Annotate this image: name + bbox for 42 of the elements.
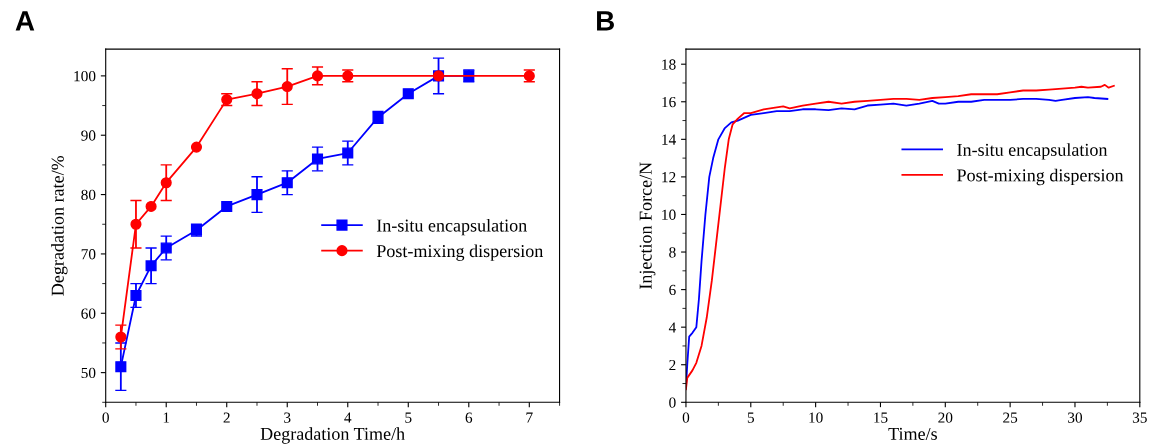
y-tick-label: 12 <box>662 172 676 183</box>
legend-label: Post-mixing dispersion <box>957 168 1124 186</box>
y-tick-label: 80 <box>81 189 96 201</box>
text: B <box>597 11 614 31</box>
x-tick-label: 10 <box>809 412 823 423</box>
x-tick-label: 6 <box>465 412 473 423</box>
y-tick-label: 70 <box>81 249 96 260</box>
y-tick-label: 16 <box>662 96 676 108</box>
x-tick-label: 4 <box>344 412 352 423</box>
y-tick-label: 4 <box>668 322 676 333</box>
text: A <box>15 11 35 31</box>
y-axis-title: Degradation rate/% <box>51 155 68 296</box>
y-axis-title: Injection Force/N <box>639 162 656 290</box>
x-tick-label: 0 <box>682 412 690 423</box>
x-tick-label: 1 <box>163 412 170 423</box>
x-tick-label: 15 <box>874 412 888 423</box>
y-tick-label: 0 <box>669 397 676 408</box>
y-tick-label: 18 <box>662 59 676 70</box>
y-tick-label: 60 <box>81 308 96 319</box>
legend-label: In-situ encapsulation <box>957 143 1108 160</box>
x-tick-label: 25 <box>1003 412 1018 423</box>
y-tick-label: 6 <box>669 284 676 296</box>
x-tick-label: 5 <box>405 412 412 423</box>
y-tick-label: 90 <box>81 130 96 141</box>
y-tick-label: 2 <box>669 359 676 371</box>
legend-label: In-situ encapsulation <box>376 218 527 236</box>
y-tick-label: 10 <box>662 209 676 220</box>
x-axis-title: Time/s <box>888 427 937 440</box>
y-tick-label: 14 <box>662 134 676 145</box>
x-tick-label: 0 <box>102 412 109 423</box>
x-axis-title: Degradation Time/h <box>260 427 405 444</box>
legend-label: Post-mixing dispersion <box>376 244 544 261</box>
x-tick-label: 7 <box>526 412 533 423</box>
x-tick-label: 3 <box>284 412 291 423</box>
y-tick-label: 8 <box>669 247 676 258</box>
x-tick-label: 35 <box>1132 412 1147 423</box>
x-tick-label: 30 <box>1068 412 1083 423</box>
x-tick-label: 20 <box>938 412 953 423</box>
y-tick-label: 100 <box>74 71 96 82</box>
x-tick-label: 2 <box>223 412 230 423</box>
y-tick-label: 50 <box>81 367 96 379</box>
x-tick-label: 5 <box>747 412 755 423</box>
